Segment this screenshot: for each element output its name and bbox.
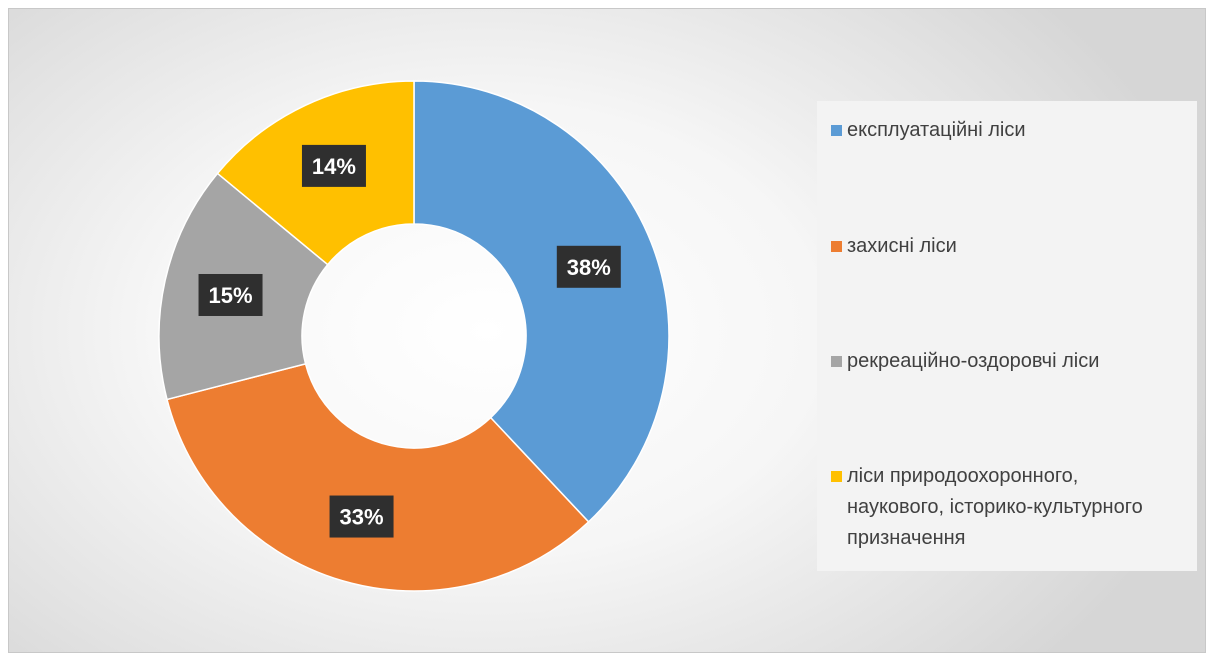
- legend-label: експлуатаційні ліси: [847, 119, 1026, 141]
- legend-swatch: [831, 356, 842, 367]
- data-label-recreational: 15%: [198, 273, 263, 316]
- legend-item-exploitation: експлуатаційні ліси: [831, 115, 1177, 146]
- data-label-exploitation: 38%: [556, 245, 621, 288]
- data-label-box: [301, 144, 366, 187]
- data-label-text: 15%: [209, 283, 253, 308]
- slice-exploitation: [413, 80, 670, 523]
- legend-label: захисні ліси: [847, 235, 957, 257]
- donut-chart: 38% 33% 15% 14%: [158, 80, 670, 592]
- data-label-box: [556, 245, 621, 288]
- data-label-protective: 33%: [329, 495, 394, 538]
- slice-protective: [166, 362, 590, 592]
- chart-frame: 38% 33% 15% 14% експлуатаційні ліси захисні…: [8, 8, 1206, 653]
- legend-item-nature-protection: ліси природоохоронного, наукового, істор…: [831, 461, 1177, 554]
- data-label-box: [329, 495, 394, 538]
- data-label-text: 14%: [312, 154, 356, 179]
- data-label-nature-protection: 14%: [301, 144, 366, 187]
- legend-swatch: [831, 471, 842, 482]
- legend-swatch: [831, 241, 842, 252]
- legend-item-protective: захисні ліси: [831, 231, 1177, 262]
- legend-label: ліси природоохоронного, наукового, істор…: [847, 465, 1143, 549]
- legend-item-recreational: рекреаційно-оздоровчі ліси: [831, 346, 1177, 377]
- legend: експлуатаційні ліси захисні ліси рекреац…: [817, 101, 1197, 571]
- legend-swatch: [831, 125, 842, 136]
- data-label-text: 33%: [340, 505, 384, 530]
- data-label-box: [198, 273, 263, 316]
- legend-label: рекреаційно-оздоровчі ліси: [847, 350, 1100, 372]
- data-label-text: 38%: [567, 255, 611, 280]
